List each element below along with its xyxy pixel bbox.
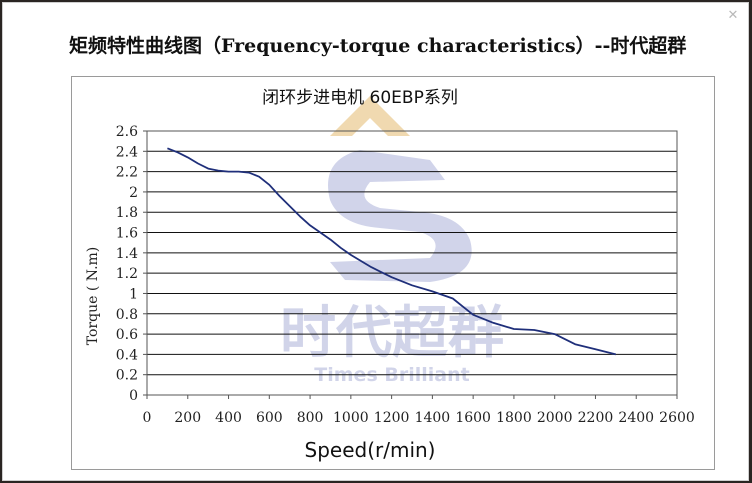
y-tick-label: 0.4 [116,347,138,363]
chart-title: 闭环步进电机 60EBP系列 [262,88,458,108]
x-tick-label: 200 [174,410,201,426]
x-tick-label: 600 [256,410,283,426]
y-tick-label: 2.2 [116,165,138,181]
watermark-logo: 时代超群 Times Brilliant [280,96,504,386]
plot-area: 0 0.2 0.4 0.6 0.8 1 1.2 1.4 1.6 1.8 2 2.2 2.4 2.6 0 200… [116,124,695,426]
x-tick-label: 2200 [578,410,614,426]
y-tick-label: 0 [129,388,138,404]
y-axis-label: Torque ( N.m) [85,247,101,346]
watermark-brand-cn: 时代超群 [280,301,504,366]
x-tick-label: 1200 [374,410,410,426]
y-tick-label: 1.8 [116,205,138,221]
x-tick-label: 1600 [455,410,491,426]
x-tick-label: 2400 [618,410,654,426]
x-tick-label: 800 [297,410,324,426]
y-tick-label: 2.4 [116,144,138,160]
watermark-arrow [330,96,410,136]
page-title: 矩频特性曲线图（Frequency-torque characteristics… [69,35,687,57]
x-axis-label: Speed(r/min) [305,438,436,462]
y-tick-label: 1.4 [116,246,138,262]
y-tick-label: 2.6 [116,124,138,140]
x-tick-label: 2000 [537,410,573,426]
x-tick-label: 1800 [496,410,532,426]
x-tick-label: 2600 [659,410,695,426]
close-icon[interactable]: ✕ [727,8,739,23]
y-tick-label: 1.2 [116,266,138,282]
y-tick-label: 1.6 [116,226,138,242]
y-tick-label: 0.2 [116,368,138,384]
y-tick-label: 2 [129,185,138,201]
x-tick-label: 0 [143,410,152,426]
y-tick-label: 0.6 [116,327,138,343]
x-tick-label: 400 [215,410,242,426]
torque-curve [167,147,617,356]
plot-border [146,130,678,396]
watermark-s-shape [328,150,472,282]
y-tick-label: 0.8 [116,307,138,323]
x-tick-label: 1000 [333,410,369,426]
y-tick-label: 1 [129,286,138,302]
x-tick-label: 1400 [415,410,451,426]
